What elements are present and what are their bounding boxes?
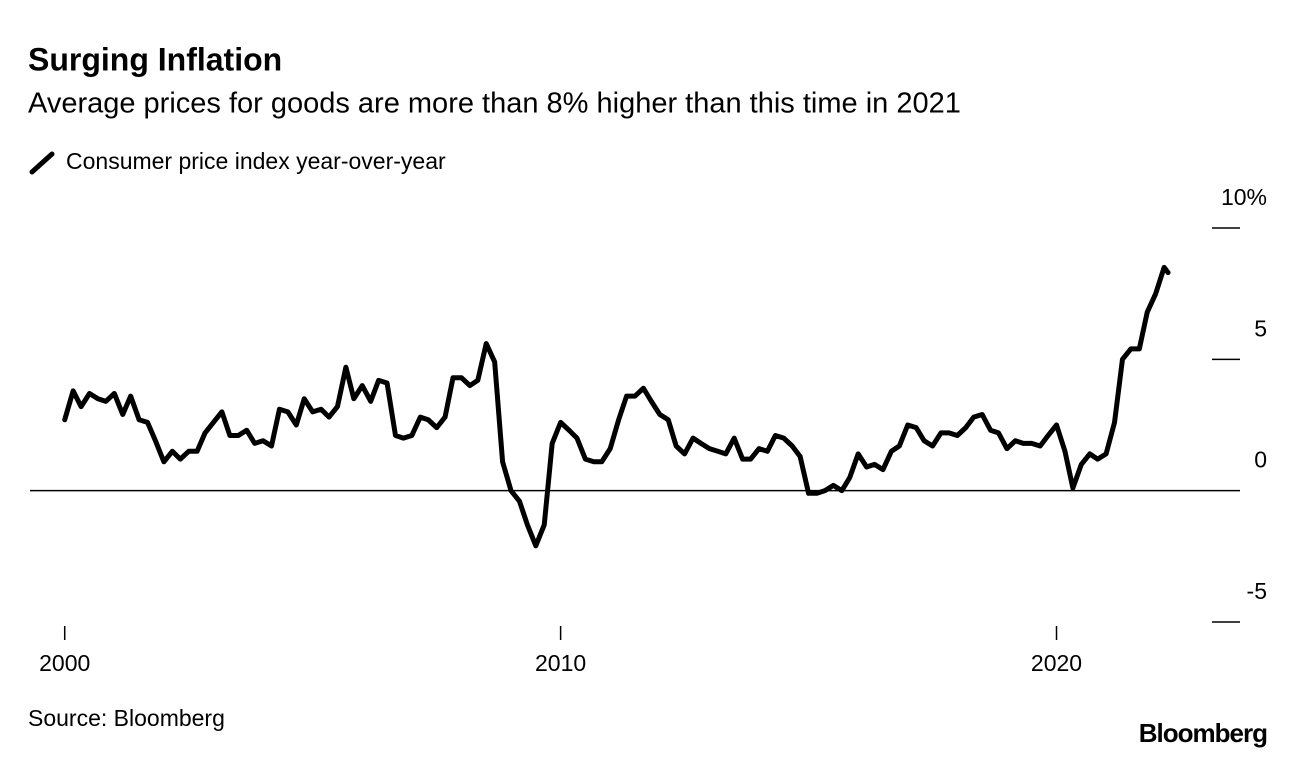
chart-subtitle: Average prices for goods are more than 8… [28,88,961,120]
y-tick-label: -5 [1247,578,1267,604]
y-tick-label: 10% [1221,184,1267,210]
y-tick-label: 0 [1254,447,1267,473]
x-tick-label: 2020 [1031,650,1082,676]
legend-label: Consumer price index year-over-year [66,148,446,174]
x-tick-label: 2010 [535,650,586,676]
x-tick-label: 2000 [39,650,90,676]
legend-swatch [29,151,55,175]
brand-logo: Bloomberg [1139,718,1267,748]
y-tick-label: 5 [1254,315,1267,341]
series-line [62,264,1171,549]
chart-title: Surging Inflation [28,41,282,77]
source: Source: Bloomberg [28,705,225,731]
